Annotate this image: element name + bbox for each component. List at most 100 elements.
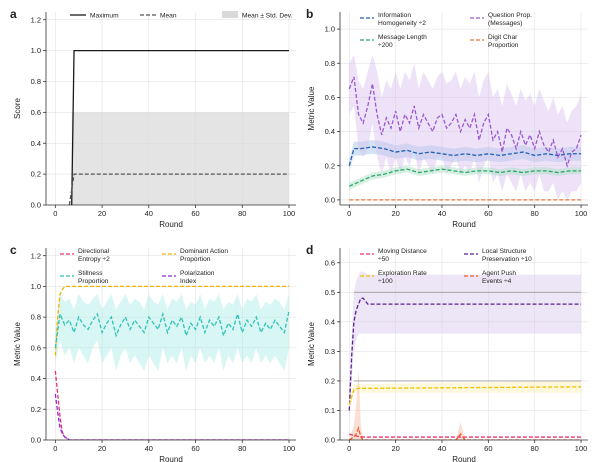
series-line-2 [54,310,290,348]
x-tick-label: 60 [484,209,492,218]
x-tick-label: 80 [531,444,539,453]
y-tick-label: 1.2 [31,15,41,24]
panel-letter: c [10,243,17,257]
series-line-0 [348,146,582,166]
x-tick-label: 100 [575,209,588,218]
y-tick-label: 0.5 [325,288,335,297]
y-tick-label: 0.1 [325,406,335,415]
y-tick-label: 0.2 [31,170,41,179]
panel-b: b 0 20 40 60 80 100 0.0 0.2 0.4 0.6 0.8 1.0 Round Metr… [306,7,588,229]
series-band-2 [349,165,582,190]
x-tick-label: 40 [438,209,446,218]
legend-label: Mean [160,12,177,19]
panel-d: d 0 20 40 60 80 100 0.0 0.1 0.2 0.3 0.4 0.5 0.6 Round M… [306,243,588,462]
series-line-1 [54,285,289,356]
x-tick-label: 0 [347,444,351,453]
y-axis-label: Score [13,98,22,119]
series-band-2 [349,380,582,411]
panel-c: c 0 20 40 60 80 100 0.0 0.2 0.4 0.6 0.8 1.0 1.2 Round M… [10,243,296,462]
x-tick-label: 100 [283,209,296,218]
legend-label: Dominant Action Proportion [180,248,228,263]
y-tick-label: 0.0 [325,195,335,204]
legend-label: Maximum [90,12,119,19]
series-line-1 [348,297,582,411]
y-tick-label: 0.4 [325,127,335,136]
y-tick-label: 0.3 [325,347,335,356]
y-axis-label: Metric Value [307,322,316,366]
y-tick-label: 0.8 [31,313,41,322]
y-tick-label: 0.2 [325,161,335,170]
y-tick-label: 0.2 [325,377,335,386]
x-tick-label: 60 [191,209,199,218]
legend-label: Local Structure Preservation ÷10 [482,248,532,263]
panel-letter: a [10,7,17,21]
series-band-2 [55,294,289,371]
x-tick-label: 40 [438,444,446,453]
y-tick-label: 0.2 [31,405,41,414]
y-tick-label: 0.8 [31,77,41,86]
y-axis-label: Metric Value [307,86,316,130]
series-line-0 [349,433,582,438]
x-tick-label: 20 [98,209,106,218]
legend: Directional Entropy ÷2 Dominant Action Prop… [60,248,228,285]
panel-letter: d [306,243,313,257]
series-band-1 [349,271,582,426]
x-tick-label: 20 [391,209,399,218]
x-tick-label: 20 [391,444,399,453]
y-tick-label: 1.0 [31,46,41,55]
x-tick-label: 80 [531,209,539,218]
y-tick-label: 0.6 [31,343,41,352]
x-axis-label: Round [452,220,476,229]
legend-label: Directional Entropy ÷2 [78,248,110,263]
x-tick-label: 80 [238,209,246,218]
y-tick-label: 1.2 [31,251,41,260]
series-band-3 [349,369,582,440]
panel-letter: b [306,7,313,21]
series-line-3 [348,426,582,440]
x-tick-label: 40 [145,209,153,218]
y-tick-label: 0.4 [31,374,41,383]
legend: Information Homogeneity ÷2 Question Prop.(… [360,12,532,49]
legend-label: Mean ± Std. Dev. [242,12,293,19]
legend-label: Moving Distance ÷50 [378,248,427,263]
x-tick-label: 0 [53,444,57,453]
x-axis-label: Round [452,455,476,462]
y-axis-label: Metric Value [13,322,22,366]
x-tick-label: 60 [191,444,199,453]
legend: Maximum Mean Mean ± Std. Dev. [70,11,293,19]
x-tick-label: 100 [575,444,588,453]
y-tick-label: 1.0 [31,282,41,291]
y-tick-label: 0.6 [325,258,335,267]
plot-area [348,271,582,440]
band-0 [71,112,289,205]
x-tick-label: 20 [98,444,106,453]
y-tick-label: 0.0 [325,436,335,445]
legend-label: Exploration Rate ÷100 [378,270,427,285]
panel-a: a 0 20 40 60 80 100 0.0 0.2 0.4 0.6 0.8 1.0 1.2 Round S… [10,7,296,229]
y-tick-label: 0.0 [31,436,41,445]
series-line-1 [68,173,289,205]
series-line-0 [54,370,289,440]
legend: Moving Distance ÷50 Local Structure Preserv… [360,248,532,285]
plot-area [54,285,290,440]
legend-label: Polarization Index [180,270,215,285]
y-tick-label: 0.4 [325,317,335,326]
series-line-3 [54,393,289,440]
y-tick-label: 0.0 [31,201,41,210]
x-tick-label: 100 [283,444,296,453]
legend-label: Digit Char Proportion [488,34,519,49]
x-tick-label: 40 [145,444,153,453]
series-band-1 [349,54,582,200]
legend-label: Stillness Proportion [78,270,109,285]
series-line-1 [348,76,582,168]
x-axis-label: Round [159,220,183,229]
x-tick-label: 80 [238,444,246,453]
y-tick-label: 0.4 [31,139,41,148]
x-tick-label: 0 [347,209,351,218]
series-line-0 [71,49,289,205]
y-tick-label: 0.6 [325,93,335,102]
x-tick-label: 0 [53,209,57,218]
plot-area [348,54,582,201]
legend-patch [222,11,238,18]
